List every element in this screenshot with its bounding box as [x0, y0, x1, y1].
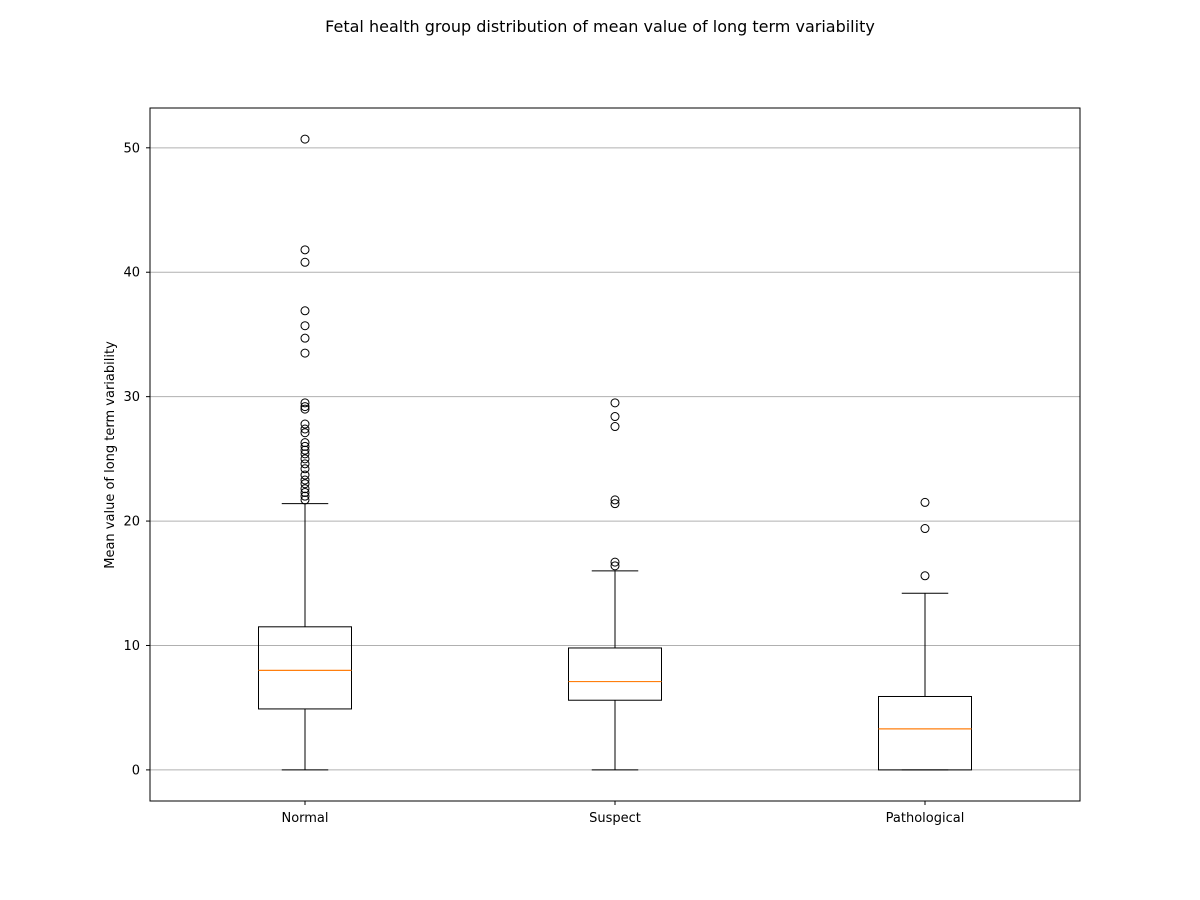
box-group-suspect — [568, 398, 662, 771]
y-tick-label: 30 — [123, 390, 140, 405]
outlier-point — [610, 557, 620, 567]
outlier-point — [300, 438, 310, 448]
outlier-point — [300, 491, 310, 501]
y-tick-label: 50 — [123, 141, 140, 156]
box-group-normal — [258, 134, 352, 771]
outlier-point — [300, 245, 310, 255]
outlier-point — [610, 412, 620, 422]
outlier-point — [300, 445, 310, 455]
outlier-point — [300, 479, 310, 489]
outlier-point — [300, 459, 310, 469]
iqr-box — [258, 626, 352, 710]
outlier-point — [300, 449, 310, 459]
outlier-point — [300, 134, 310, 144]
outlier-point — [300, 484, 310, 494]
x-tick-label: Pathological — [886, 811, 965, 826]
outlier-point — [610, 398, 620, 408]
y-tick-label: 40 — [123, 266, 140, 281]
box-group-pathological — [878, 497, 972, 771]
outlier-point — [300, 475, 310, 485]
y-axis-label: Mean value of long term variability — [103, 341, 118, 569]
outlier-point — [300, 428, 310, 438]
outlier-point — [610, 499, 620, 509]
outlier-point — [300, 454, 310, 464]
plot-frame — [149, 107, 1081, 802]
grid-lines — [150, 147, 1080, 771]
outlier-point — [300, 348, 310, 358]
plot-area — [258, 134, 972, 771]
iqr-box — [878, 695, 972, 771]
outlier-point — [300, 398, 310, 408]
outlier-point — [300, 306, 310, 316]
outlier-point — [610, 561, 620, 571]
outlier-point — [300, 424, 310, 434]
y-tick-label: 10 — [123, 639, 140, 654]
outlier-point — [300, 419, 310, 429]
outlier-point — [300, 404, 310, 414]
y-tick-label: 0 — [132, 763, 140, 778]
outlier-point — [300, 321, 310, 331]
outlier-point — [300, 402, 310, 412]
chart-title: Fetal health group distribution of mean … — [325, 17, 875, 36]
outlier-point — [300, 487, 310, 497]
outlier-point — [920, 497, 930, 507]
outlier-point — [610, 495, 620, 505]
iqr-box — [568, 647, 662, 701]
outlier-point — [300, 470, 310, 480]
x-tick-label: Suspect — [589, 811, 641, 826]
y-tick-label: 20 — [123, 515, 140, 530]
outlier-point — [300, 495, 310, 505]
outlier-point — [920, 571, 930, 581]
outlier-point — [300, 333, 310, 343]
outlier-point — [300, 464, 310, 474]
outlier-point — [610, 422, 620, 432]
axes: 0 10 20 30 40 50 Normal Suspect Pathological — [123, 107, 1081, 826]
x-tick-label: Normal — [281, 811, 328, 826]
outlier-point — [300, 441, 310, 451]
outlier-point — [920, 524, 930, 534]
outlier-point — [300, 257, 310, 267]
